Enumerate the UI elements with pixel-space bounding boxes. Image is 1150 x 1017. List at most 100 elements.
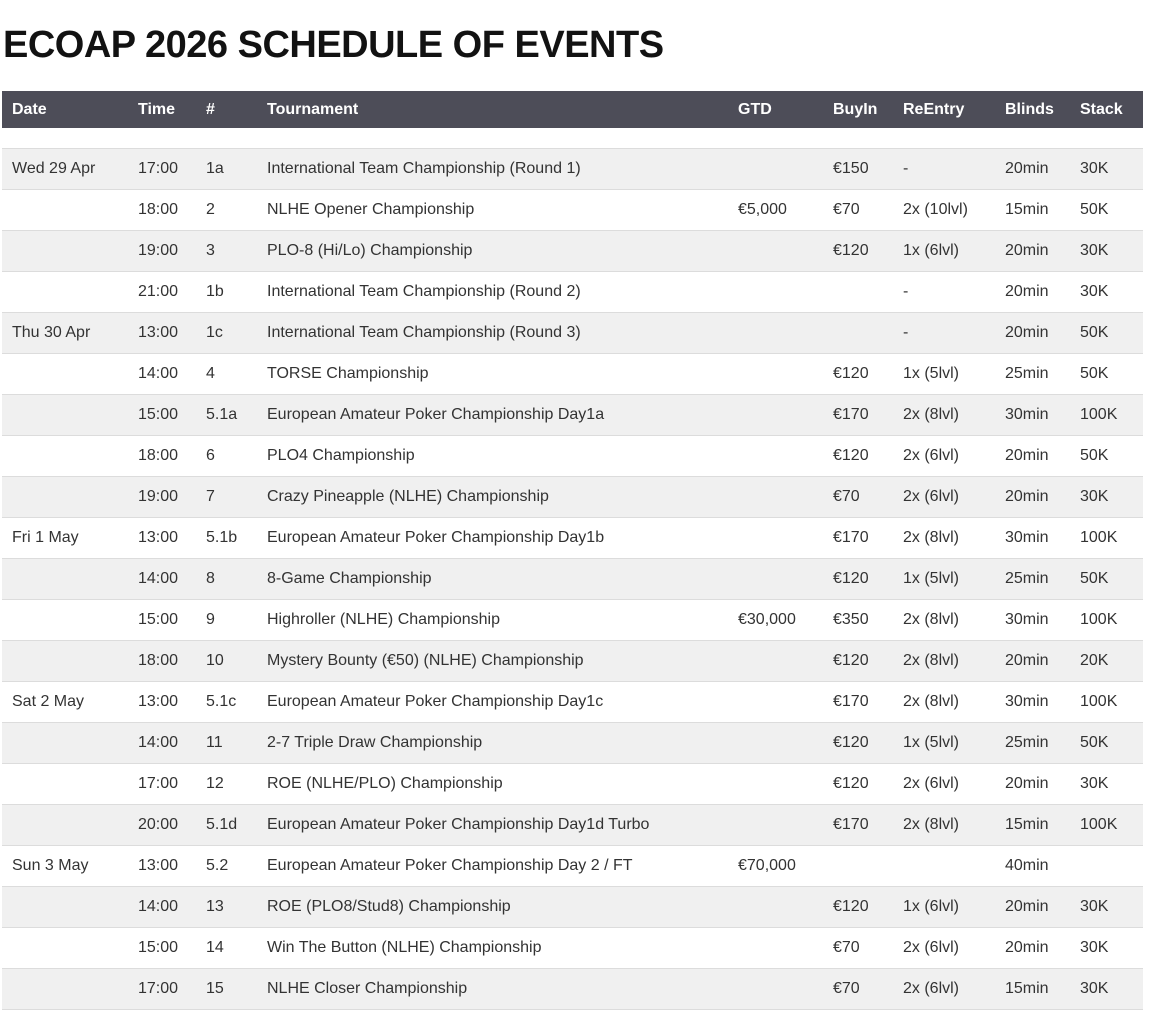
table-row: 14:00 8 8-Game Championship €120 1x (5lvl) 25… bbox=[2, 558, 1143, 600]
cell-date bbox=[2, 928, 128, 969]
cell-reentry: 1x (6lvl) bbox=[903, 898, 960, 915]
cell-blinds: 15min bbox=[1005, 980, 1049, 997]
cell-reentry: 2x (8lvl) bbox=[903, 816, 960, 833]
cell-tournament: PLO4 Championship bbox=[267, 447, 415, 464]
cell-gtd bbox=[728, 682, 823, 723]
table-row: 21:00 1b International Team Championship (… bbox=[2, 271, 1143, 313]
cell-num: 5.2 bbox=[206, 857, 229, 874]
cell-reentry: 2x (8lvl) bbox=[903, 529, 960, 546]
cell-blinds: 20min bbox=[1005, 898, 1049, 915]
cell-date bbox=[2, 190, 128, 231]
cell-gtd bbox=[728, 928, 823, 969]
cell-num: 14 bbox=[206, 939, 224, 956]
cell-stack: 50K bbox=[1080, 201, 1109, 218]
column-header-buyin: BuyIn bbox=[823, 91, 893, 131]
cell-time: 17:00 bbox=[138, 160, 179, 177]
cell-stack: 50K bbox=[1080, 447, 1109, 464]
table-row: Fri 1 May 13:00 5.1b European Amateur Poker… bbox=[2, 517, 1143, 559]
cell-time: 14:00 bbox=[138, 898, 179, 915]
cell-blinds: 20min bbox=[1005, 652, 1049, 669]
cell-blinds: 30min bbox=[1005, 693, 1049, 710]
cell-time: 13:00 bbox=[138, 693, 179, 710]
column-header-reentry: ReEntry bbox=[893, 91, 995, 131]
cell-blinds: 20min bbox=[1005, 488, 1049, 505]
cell-gtd: €5,000 bbox=[738, 201, 787, 218]
cell-tournament: International Team Championship (Round 2… bbox=[267, 283, 581, 300]
table-row: 15:00 9 Highroller (NLHE) Championship €30,… bbox=[2, 599, 1143, 641]
cell-buyin: €120 bbox=[833, 365, 869, 382]
cell-tournament: Mystery Bounty (€50) (NLHE) Championship bbox=[267, 652, 584, 669]
column-header-time: Time bbox=[128, 91, 196, 131]
cell-date bbox=[2, 641, 128, 682]
cell-date bbox=[2, 723, 128, 764]
cell-gtd bbox=[728, 436, 823, 477]
cell-stack: 20K bbox=[1080, 652, 1109, 669]
cell-reentry: 2x (8lvl) bbox=[903, 611, 960, 628]
cell-num: 5.1d bbox=[206, 816, 238, 833]
cell-stack: 100K bbox=[1080, 529, 1118, 546]
table-row: 15:00 14 Win The Button (NLHE) Championshi… bbox=[2, 927, 1143, 969]
cell-buyin: €70 bbox=[833, 488, 860, 505]
spacer-cell bbox=[823, 130, 893, 149]
cell-reentry: 1x (5lvl) bbox=[903, 570, 960, 587]
cell-tournament: NLHE Opener Championship bbox=[267, 201, 475, 218]
table-row: Sat 2 May 13:00 5.1c European Amateur Poker… bbox=[2, 681, 1143, 723]
cell-stack: 100K bbox=[1080, 611, 1118, 628]
table-row: 18:00 10 Mystery Bounty (€50) (NLHE) Champ… bbox=[2, 640, 1143, 682]
spacer-cell bbox=[2, 130, 128, 149]
table-row: 17:00 12 ROE (NLHE/PLO) Championship €120 2x… bbox=[2, 763, 1143, 805]
cell-blinds: 20min bbox=[1005, 324, 1049, 341]
cell-blinds: 20min bbox=[1005, 447, 1049, 464]
spacer-cell bbox=[196, 130, 257, 149]
cell-reentry: 2x (6lvl) bbox=[903, 980, 960, 997]
cell-stack: 30K bbox=[1080, 980, 1109, 997]
cell-stack: 50K bbox=[1080, 324, 1109, 341]
cell-reentry bbox=[893, 846, 995, 887]
cell-num: 5.1b bbox=[206, 529, 238, 546]
cell-reentry: 2x (6lvl) bbox=[903, 488, 960, 505]
cell-stack: 50K bbox=[1080, 365, 1109, 382]
cell-buyin bbox=[823, 313, 893, 354]
cell-num: 10 bbox=[206, 652, 224, 669]
cell-buyin bbox=[823, 272, 893, 313]
cell-num: 5.1a bbox=[206, 406, 238, 423]
cell-stack: 50K bbox=[1080, 570, 1109, 587]
cell-gtd bbox=[728, 969, 823, 1010]
cell-stack: 30K bbox=[1080, 160, 1109, 177]
spacer-cell bbox=[893, 130, 995, 149]
cell-time: 15:00 bbox=[138, 406, 179, 423]
spacer-cell bbox=[257, 130, 728, 149]
cell-reentry: - bbox=[903, 324, 909, 341]
cell-blinds: 30min bbox=[1005, 529, 1049, 546]
spacer-row bbox=[2, 129, 1143, 149]
cell-time: 17:00 bbox=[138, 775, 179, 792]
cell-buyin: €70 bbox=[833, 939, 860, 956]
cell-blinds: 25min bbox=[1005, 734, 1049, 751]
cell-stack: 30K bbox=[1080, 242, 1109, 259]
cell-tournament: International Team Championship (Round 1… bbox=[267, 160, 581, 177]
table-row: Sun 3 May 13:00 5.2 European Amateur Poker … bbox=[2, 845, 1143, 887]
cell-blinds: 20min bbox=[1005, 242, 1049, 259]
cell-gtd bbox=[728, 477, 823, 518]
cell-time: 18:00 bbox=[138, 201, 179, 218]
cell-num: 13 bbox=[206, 898, 224, 915]
column-header-blinds: Blinds bbox=[995, 91, 1070, 131]
cell-date bbox=[2, 559, 128, 600]
cell-time: 14:00 bbox=[138, 570, 179, 587]
cell-num: 8 bbox=[206, 570, 215, 587]
cell-time: 15:00 bbox=[138, 939, 179, 956]
schedule-table: Date Time # Tournament GTD BuyIn ReEntry… bbox=[2, 91, 1143, 1010]
cell-tournament: European Amateur Poker Championship Day … bbox=[267, 857, 633, 874]
cell-num: 7 bbox=[206, 488, 215, 505]
cell-tournament: Win The Button (NLHE) Championship bbox=[267, 939, 542, 956]
cell-blinds: 20min bbox=[1005, 283, 1049, 300]
cell-date bbox=[2, 969, 128, 1010]
cell-blinds: 30min bbox=[1005, 406, 1049, 423]
cell-reentry: 2x (8lvl) bbox=[903, 652, 960, 669]
cell-time: 13:00 bbox=[138, 857, 179, 874]
cell-blinds: 15min bbox=[1005, 816, 1049, 833]
table-row: 14:00 11 2-7 Triple Draw Championship €120 1… bbox=[2, 722, 1143, 764]
cell-time: 18:00 bbox=[138, 652, 179, 669]
cell-buyin: €170 bbox=[833, 816, 869, 833]
cell-gtd bbox=[728, 272, 823, 313]
